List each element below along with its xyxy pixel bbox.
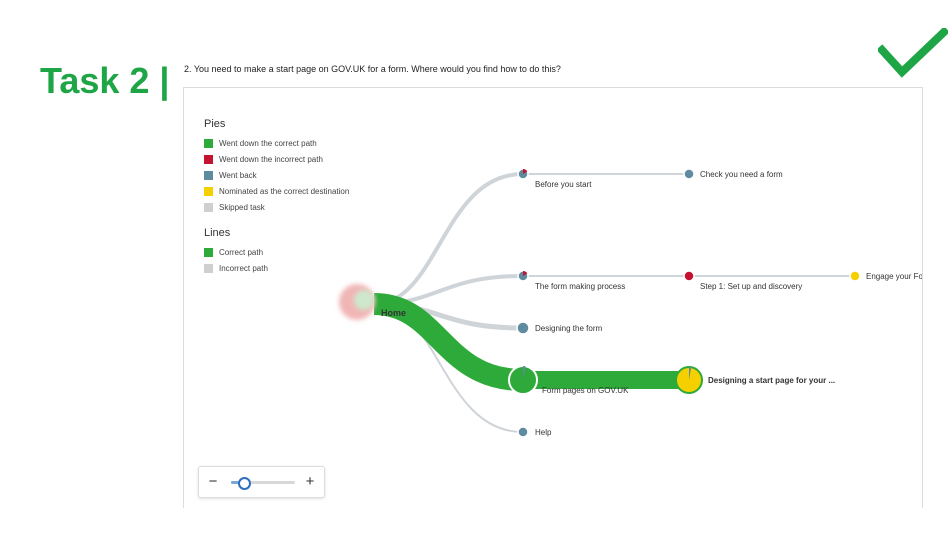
legend-swatch-nominated (204, 186, 213, 196)
legend-lines-title: Lines (204, 227, 231, 239)
tree-node[interactable] (683, 168, 695, 180)
tree-node[interactable] (849, 270, 861, 282)
task-title: Task 2 | (40, 60, 170, 101)
home-node[interactable] (339, 284, 375, 320)
question-text: 2. You need to make a start page on GOV.… (184, 64, 561, 74)
node-label: Step 1: Set up and discovery (700, 282, 802, 291)
tree-diagram: Home Before you start Check you need a f… (339, 168, 922, 438)
zoom-slider-thumb[interactable] (237, 477, 251, 490)
legend-item: Incorrect path (204, 260, 349, 276)
zoom-in-button[interactable]: + (305, 473, 315, 490)
path-home-before-you-start (373, 172, 524, 306)
legend-item: Went down the incorrect path (204, 151, 349, 167)
zoom-slider-fill (231, 481, 244, 484)
legend-lines: Lines Correct path Incorrect path (204, 227, 349, 276)
legend-swatch-incorrect-path (204, 263, 213, 273)
legend-item: Went down the correct path (204, 135, 349, 151)
check-mark-icon (878, 28, 948, 78)
legend-item-label: Correct path (219, 247, 264, 257)
tree-node[interactable] (675, 366, 703, 394)
node-label: Before you start (535, 180, 592, 189)
legend-pies: Pies Went down the correct path Went dow… (204, 118, 349, 215)
legend-item-label: Went down the correct path (219, 138, 317, 148)
legend-swatch-incorrect (204, 154, 213, 164)
legend-item: Skipped task (204, 199, 349, 215)
legend-item: Correct path (204, 244, 349, 260)
node-label: Check you need a form (700, 170, 783, 179)
node-label: Designing a start page for your ... (708, 376, 835, 385)
tree-panel: Pies Went down the correct path Went dow… (183, 87, 923, 508)
node-label: Help (535, 428, 552, 437)
legend-item-label: Nominated as the correct destination (219, 186, 350, 196)
legend-item-label: Incorrect path (219, 263, 268, 273)
zoom-slider[interactable] (231, 477, 295, 490)
node-label: Form pages on GOV.UK (542, 386, 629, 395)
legend-item: Went back (204, 167, 349, 183)
tree-node[interactable] (517, 168, 529, 180)
legend: Pies Went down the correct path Went dow… (204, 118, 349, 276)
legend-swatch-correct-path (204, 247, 213, 257)
legend-item-label: Skipped task (219, 202, 265, 212)
path-home-form-pages (373, 293, 524, 391)
legend-pies-title: Pies (204, 118, 226, 130)
legend-swatch-correct (204, 138, 213, 148)
legend-swatch-skipped (204, 202, 213, 212)
legend-item-label: Went back (219, 170, 257, 180)
tree-node[interactable] (516, 321, 530, 335)
tree-node[interactable] (683, 270, 695, 282)
tree-node[interactable] (517, 426, 529, 438)
legend-item: Nominated as the correct destination (204, 183, 349, 199)
zoom-out-button[interactable]: − (208, 473, 218, 490)
node-label: Home (381, 308, 406, 318)
legend-item-label: Went down the incorrect path (219, 154, 323, 164)
tree-node[interactable] (517, 270, 529, 282)
zoom-control: − + (198, 466, 325, 498)
node-label: Engage your Fo (866, 272, 922, 281)
node-label: The form making process (535, 282, 625, 291)
tree-node[interactable] (508, 365, 538, 395)
node-label: Designing the form (535, 324, 602, 333)
legend-swatch-went-back (204, 170, 213, 180)
